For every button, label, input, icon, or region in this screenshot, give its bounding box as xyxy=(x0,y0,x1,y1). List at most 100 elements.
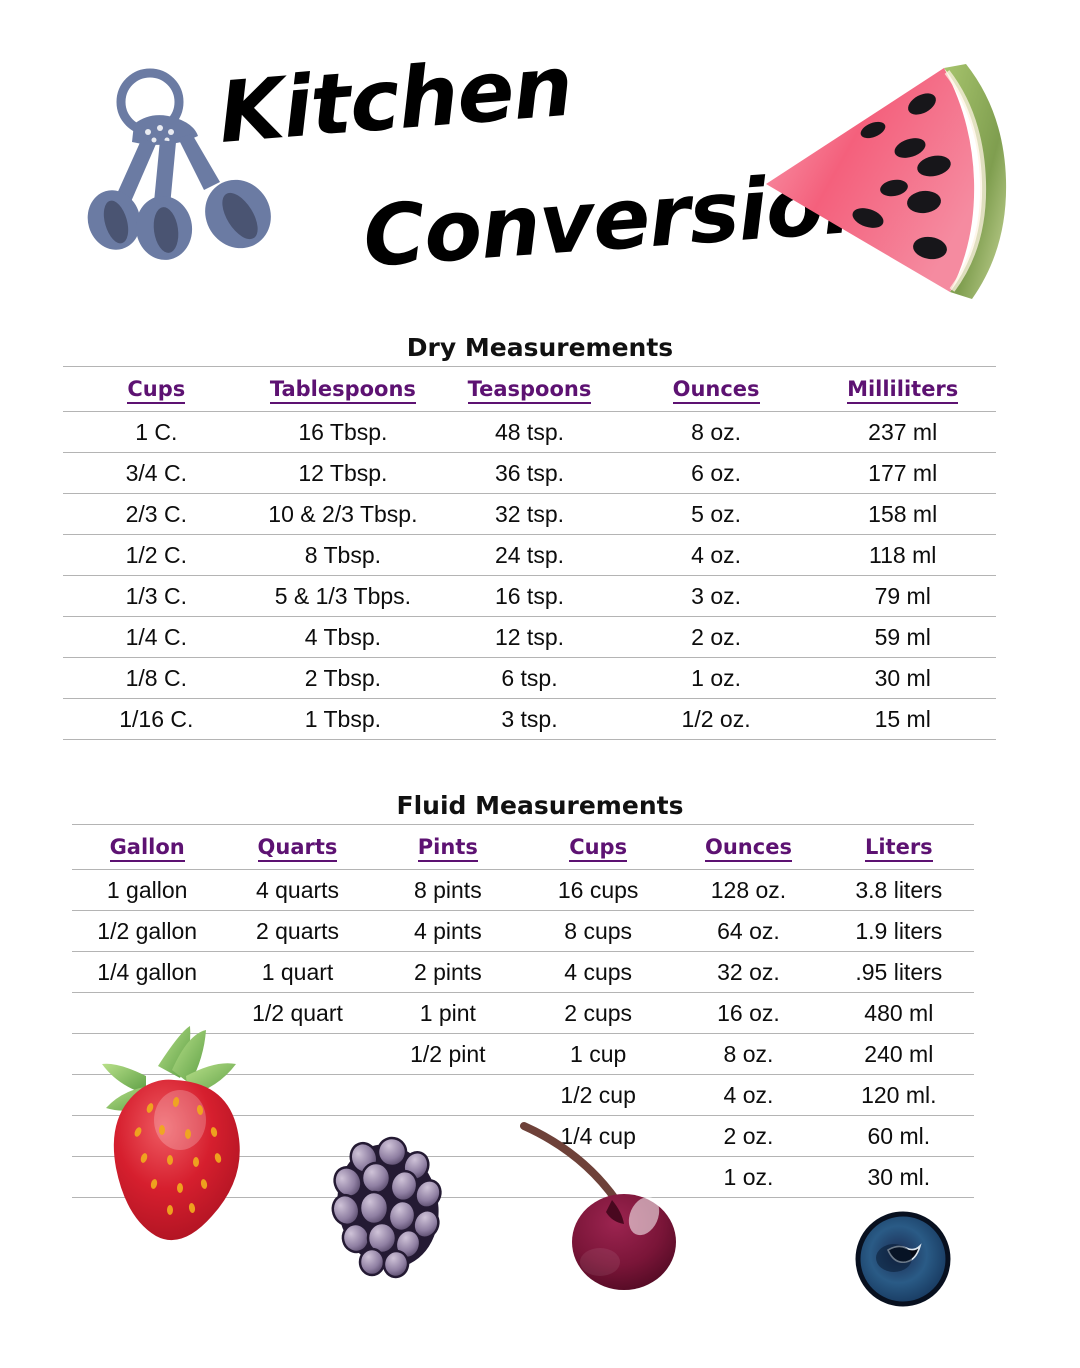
cell-cups: 1/4 C. xyxy=(63,616,250,658)
cell-pints: 1 pint xyxy=(372,992,523,1034)
cell-tablespoons: 2 Tbsp. xyxy=(249,657,437,699)
column-header-liters: Liters xyxy=(823,824,974,870)
table-row: 3/4 C. 12 Tbsp. 36 tsp. 6 oz. 177 ml xyxy=(63,452,996,494)
cell-tablespoons: 4 Tbsp. xyxy=(249,616,437,658)
table-row: 1/2 gallon 2 quarts 4 pints 8 cups 64 oz… xyxy=(72,910,974,952)
cell-cups: 1/2 C. xyxy=(63,534,250,576)
cell-cups: 2 cups xyxy=(522,992,674,1034)
cell-pints xyxy=(372,1115,523,1157)
cell-tablespoons: 8 Tbsp. xyxy=(249,534,437,576)
table-row: 1/2 quart 1 pint 2 cups 16 oz. 480 ml xyxy=(72,992,974,1034)
column-header-teaspoons: Teaspoons xyxy=(436,366,623,412)
cell-ounces: 8 oz. xyxy=(673,1033,824,1075)
cell-teaspoons: 24 tsp. xyxy=(436,534,623,576)
page-header: Kitchen Conversions xyxy=(0,0,1080,318)
cell-quarts xyxy=(222,1033,373,1075)
cell-ounces: 1 oz. xyxy=(673,1156,824,1198)
cell-gallon: 1/4 gallon xyxy=(72,951,223,993)
cell-gallon xyxy=(72,992,223,1034)
cell-cups: 16 cups xyxy=(522,869,674,911)
cell-cups: 8 cups xyxy=(522,910,674,952)
cell-tablespoons: 1 Tbsp. xyxy=(249,698,437,740)
table-row: 1/8 C. 2 Tbsp. 6 tsp. 1 oz. 30 ml xyxy=(63,657,996,699)
table-row: 1/4 cup 2 oz. 60 ml. xyxy=(72,1115,974,1157)
column-header-gallon: Gallon xyxy=(72,824,223,870)
cell-teaspoons: 16 tsp. xyxy=(436,575,623,617)
cell-ounces: 4 oz. xyxy=(622,534,810,576)
table-row: 1/2 C. 8 Tbsp. 24 tsp. 4 oz. 118 ml xyxy=(63,534,996,576)
column-header-ounces: Ounces xyxy=(622,366,810,412)
cell-quarts: 1 quart xyxy=(222,951,373,993)
cell-ounces: 5 oz. xyxy=(622,493,810,535)
cell-tablespoons: 16 Tbsp. xyxy=(249,411,437,453)
column-header-tablespoons: Tablespoons xyxy=(249,366,437,412)
table-row: 1 oz. 30 ml. xyxy=(72,1156,974,1198)
cell-quarts xyxy=(222,1115,373,1157)
cell-cups: 1/3 C. xyxy=(63,575,250,617)
cell-liters: 120 ml. xyxy=(823,1074,974,1116)
cell-cups: 1/16 C. xyxy=(63,698,250,740)
cell-milliliters: 59 ml xyxy=(809,616,996,658)
cell-teaspoons: 36 tsp. xyxy=(436,452,623,494)
cell-cups: 1/8 C. xyxy=(63,657,250,699)
cell-cups xyxy=(522,1156,674,1198)
cell-liters: 30 ml. xyxy=(823,1156,974,1198)
cell-pints: 1/2 pint xyxy=(372,1033,523,1075)
cell-ounces: 64 oz. xyxy=(673,910,824,952)
cell-cups: 3/4 C. xyxy=(63,452,250,494)
table-row: 1/16 C. 1 Tbsp. 3 tsp. 1/2 oz. 15 ml xyxy=(63,698,996,740)
table-row: 1/2 pint 1 cup 8 oz. 240 ml xyxy=(72,1033,974,1075)
cell-ounces: 3 oz. xyxy=(622,575,810,617)
table-row: 1/3 C. 5 & 1/3 Tbps. 16 tsp. 3 oz. 79 ml xyxy=(63,575,996,617)
cell-liters: 3.8 liters xyxy=(823,869,974,911)
cell-milliliters: 30 ml xyxy=(809,657,996,699)
cell-gallon xyxy=(72,1033,223,1075)
cell-ounces: 6 oz. xyxy=(622,452,810,494)
cell-gallon xyxy=(72,1156,223,1198)
cell-milliliters: 118 ml xyxy=(809,534,996,576)
cell-teaspoons: 6 tsp. xyxy=(436,657,623,699)
table-row: 1 gallon 4 quarts 8 pints 16 cups 128 oz… xyxy=(72,869,974,911)
cell-teaspoons: 32 tsp. xyxy=(436,493,623,535)
column-header-pints: Pints xyxy=(372,824,523,870)
title-line-kitchen: Kitchen xyxy=(215,36,576,162)
dry-measurements-table: Cups Tablespoons Teaspoons Ounces Millil… xyxy=(63,366,996,740)
cell-quarts xyxy=(222,1156,373,1198)
cell-pints xyxy=(372,1074,523,1116)
cell-teaspoons: 48 tsp. xyxy=(436,411,623,453)
cell-ounces: 128 oz. xyxy=(673,869,824,911)
dry-measurements-heading: Dry Measurements xyxy=(406,333,674,362)
cell-liters: 60 ml. xyxy=(823,1115,974,1157)
cell-tablespoons: 5 & 1/3 Tbps. xyxy=(249,575,437,617)
cell-teaspoons: 12 tsp. xyxy=(436,616,623,658)
cell-ounces: 4 oz. xyxy=(673,1074,824,1116)
cell-tablespoons: 12 Tbsp. xyxy=(249,452,437,494)
table-row: 2/3 C. 10 & 2/3 Tbsp. 32 tsp. 5 oz. 158 … xyxy=(63,493,996,535)
cell-gallon xyxy=(72,1115,223,1157)
cell-cups: 1 C. xyxy=(63,411,250,453)
table-header-row: Cups Tablespoons Teaspoons Ounces Millil… xyxy=(63,366,996,412)
cell-cups: 1/4 cup xyxy=(522,1115,674,1157)
cell-milliliters: 158 ml xyxy=(809,493,996,535)
cell-pints: 2 pints xyxy=(372,951,523,993)
cell-quarts: 1/2 quart xyxy=(222,992,373,1034)
cell-cups: 2/3 C. xyxy=(63,493,250,535)
column-header-ounces: Ounces xyxy=(673,824,824,870)
table-row: 1 C. 16 Tbsp. 48 tsp. 8 oz. 237 ml xyxy=(63,411,996,453)
cell-liters: 1.9 liters xyxy=(823,910,974,952)
cell-pints: 4 pints xyxy=(372,910,523,952)
cell-cups: 4 cups xyxy=(522,951,674,993)
table-row: 1/4 gallon 1 quart 2 pints 4 cups 32 oz.… xyxy=(72,951,974,993)
cell-quarts: 4 quarts xyxy=(222,869,373,911)
measuring-spoons-icon xyxy=(72,62,292,292)
cell-ounces: 16 oz. xyxy=(673,992,824,1034)
page-title: Kitchen Conversions xyxy=(215,37,933,310)
cell-quarts xyxy=(222,1074,373,1116)
cell-liters: 240 ml xyxy=(823,1033,974,1075)
cell-milliliters: 15 ml xyxy=(809,698,996,740)
fluid-measurements-table: Gallon Quarts Pints Cups Ounces Liters 1… xyxy=(72,824,974,1198)
cell-milliliters: 79 ml xyxy=(809,575,996,617)
blueberry-icon xyxy=(848,1206,958,1311)
cell-teaspoons: 3 tsp. xyxy=(436,698,623,740)
table-row: 1/4 C. 4 Tbsp. 12 tsp. 2 oz. 59 ml xyxy=(63,616,996,658)
